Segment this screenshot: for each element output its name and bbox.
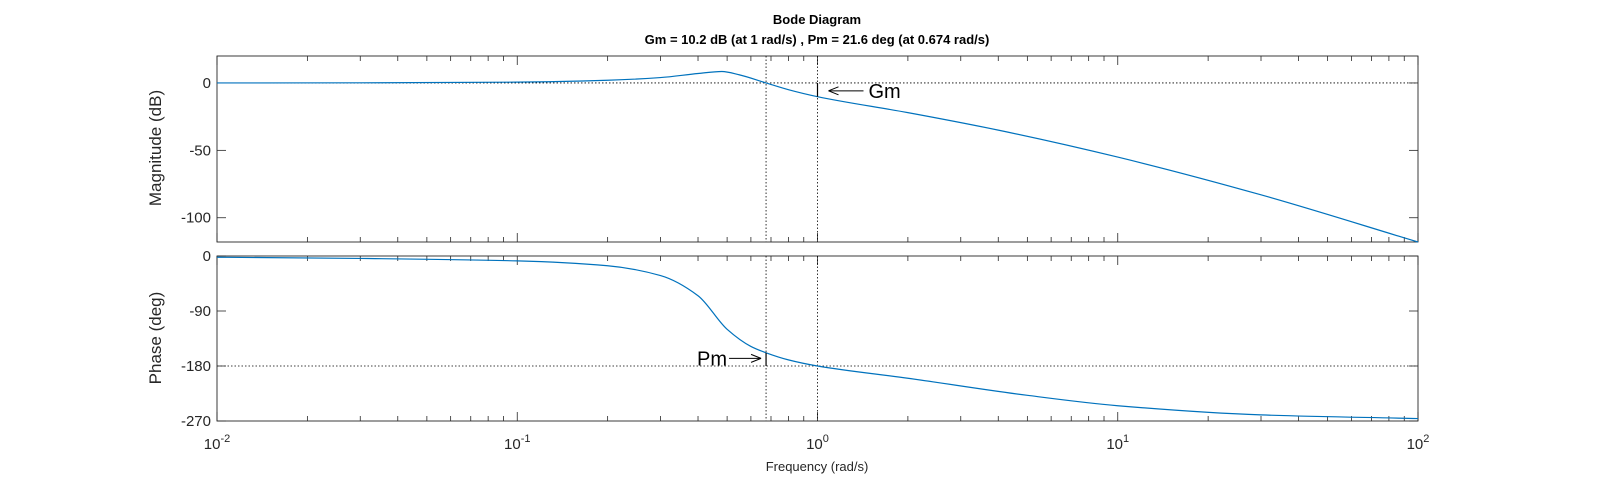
y-tick-label: -180 (181, 358, 211, 375)
y-tick-label: -100 (181, 210, 211, 227)
x-tick-label: 10-1 (504, 433, 530, 453)
phase-margin-arrowhead (750, 353, 762, 363)
x-tick-label: 10-2 (204, 433, 230, 453)
magnitude-axes: 0 -50 -100 Gm (181, 55, 1419, 243)
chart-subtitle: Gm = 10.2 dB (at 1 rad/s) , Pm = 21.6 de… (644, 32, 990, 47)
y-tick-label: -270 (181, 413, 211, 430)
x-axis-label: Frequency (rad/s) (765, 459, 869, 474)
phase-series-line (216, 256, 1419, 420)
phase-margin-label: Pm (697, 348, 727, 370)
y-tick-label: -90 (189, 303, 211, 320)
y-tick-label: 0 (203, 248, 211, 265)
x-tick-label: 100 (806, 433, 829, 453)
y-tick-label: -50 (189, 142, 211, 159)
gain-margin-arrowhead (828, 86, 839, 96)
chart-title: Bode Diagram (772, 12, 862, 27)
x-tick-label: 101 (1106, 433, 1129, 453)
y-tick-label: 0 (203, 75, 211, 92)
x-tick-label: 102 (1407, 433, 1430, 453)
magnitude-series-line (216, 70, 1419, 243)
phase-axes: 0 -90 -180 -270 Pm (181, 248, 1419, 430)
gain-margin-label: Gm (869, 81, 901, 103)
